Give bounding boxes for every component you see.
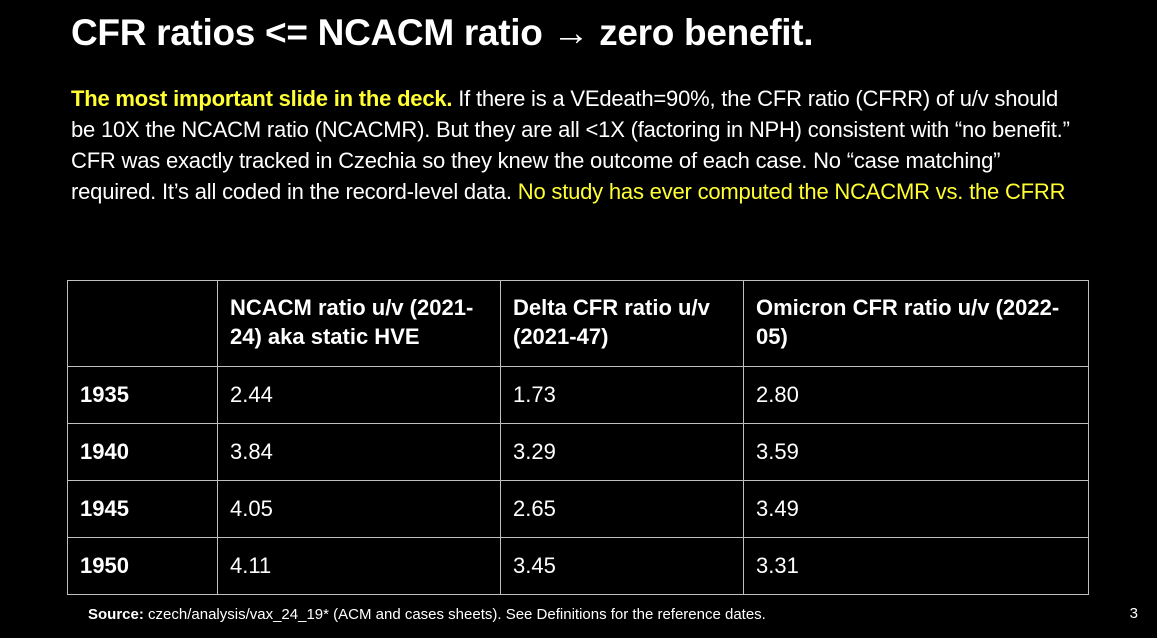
- table-header-row: NCACM ratio u/v (2021-24) aka static HVE…: [67, 280, 1089, 367]
- ncacm-value: 4.05: [217, 480, 501, 538]
- slide-body-text: The most important slide in the deck. If…: [71, 83, 1081, 207]
- header-cell-empty: [67, 280, 218, 367]
- delta-value: 3.29: [500, 423, 744, 481]
- page-number: 3: [1129, 605, 1138, 622]
- ncacm-value: 3.84: [217, 423, 501, 481]
- body-main-text: If there is a VEdeath=90%, the CFR ratio…: [71, 86, 1070, 204]
- delta-value: 1.73: [500, 366, 744, 424]
- source-text: czech/analysis/vax_24_19* (ACM and cases…: [143, 606, 766, 623]
- table-row: 1950 4.11 3.45 3.31: [67, 537, 1089, 595]
- header-delta-cfr-ratio: Delta CFR ratio u/v (2021-47): [500, 280, 744, 367]
- ratio-table: NCACM ratio u/v (2021-24) aka static HVE…: [67, 280, 1089, 595]
- table-row: 1935 2.44 1.73 2.80: [67, 366, 1089, 424]
- slide-title: CFR ratios <= NCACM ratio → zero benefit…: [71, 12, 814, 53]
- source-note: Source: czech/analysis/vax_24_19* (ACM a…: [88, 606, 766, 623]
- delta-value: 3.45: [500, 537, 744, 595]
- ncacm-value: 2.44: [217, 366, 501, 424]
- header-ncacm-ratio: NCACM ratio u/v (2021-24) aka static HVE: [217, 280, 501, 367]
- omicron-value: 3.31: [743, 537, 1089, 595]
- highlighted-sentence: No study has ever computed the NCACMR vs…: [517, 179, 1066, 204]
- table-row: 1940 3.84 3.29 3.59: [67, 423, 1089, 481]
- row-year: 1935: [67, 366, 218, 424]
- omicron-value: 3.49: [743, 480, 1089, 538]
- ncacm-value: 4.11: [217, 537, 501, 595]
- table-row: 1945 4.05 2.65 3.49: [67, 480, 1089, 538]
- delta-value: 2.65: [500, 480, 744, 538]
- lead-sentence: The most important slide in the deck.: [71, 86, 453, 111]
- row-year: 1945: [67, 480, 218, 538]
- omicron-value: 3.59: [743, 423, 1089, 481]
- header-omicron-cfr-ratio: Omicron CFR ratio u/v (2022-05): [743, 280, 1089, 367]
- source-label: Source:: [88, 606, 144, 623]
- row-year: 1950: [67, 537, 218, 595]
- omicron-value: 2.80: [743, 366, 1089, 424]
- row-year: 1940: [67, 423, 218, 481]
